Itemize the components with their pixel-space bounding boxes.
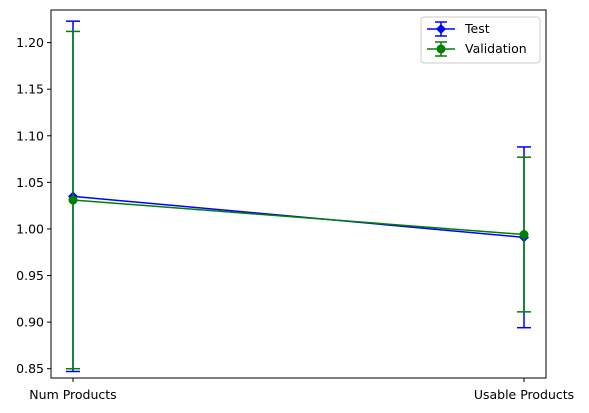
legend: Test Validation <box>421 17 540 63</box>
y-tick-label: 1.15 <box>16 82 44 97</box>
y-tick-label: 1.05 <box>16 175 44 190</box>
legend-label-test: Test <box>464 21 490 36</box>
y-axis: 0.85 0.90 0.95 1.00 1.05 1.10 1.15 1.20 <box>16 35 51 376</box>
y-tick-label: 1.00 <box>16 221 44 236</box>
y-tick-label: 1.20 <box>16 35 44 50</box>
y-tick-label: 0.95 <box>16 268 44 283</box>
x-tick-label: Usable Products <box>474 387 574 402</box>
x-tick-label: Num Products <box>29 387 116 402</box>
y-tick-label: 1.10 <box>16 128 44 143</box>
legend-marker <box>437 45 446 54</box>
legend-label-validation: Validation <box>465 41 527 56</box>
y-tick-label: 0.90 <box>16 315 44 330</box>
plot-background <box>51 10 546 378</box>
data-point <box>520 230 529 239</box>
data-point <box>69 196 78 205</box>
x-axis: Num Products Usable Products <box>29 378 574 402</box>
y-tick-label: 0.85 <box>16 361 44 376</box>
